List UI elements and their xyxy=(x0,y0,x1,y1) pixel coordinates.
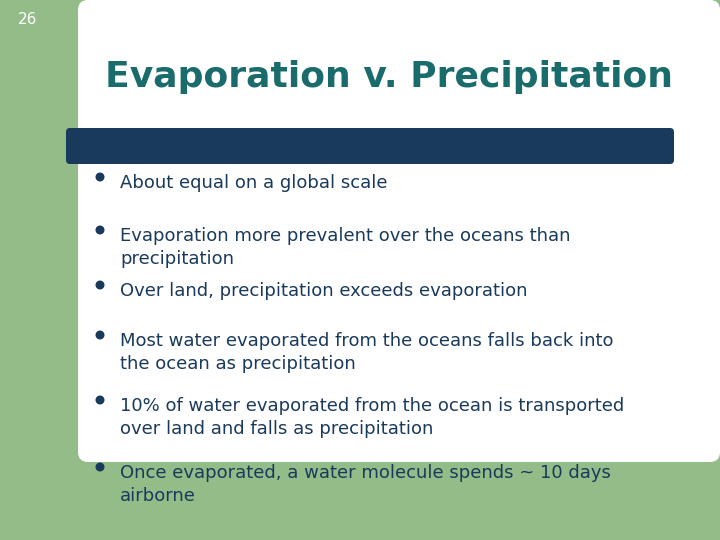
Text: Once evaporated, a water molecule spends ~ 10 days
airborne: Once evaporated, a water molecule spends… xyxy=(120,464,611,505)
FancyBboxPatch shape xyxy=(78,0,720,462)
Text: Most water evaporated from the oceans falls back into
the ocean as precipitation: Most water evaporated from the oceans fa… xyxy=(120,332,613,373)
Circle shape xyxy=(96,280,104,289)
Text: 26: 26 xyxy=(18,12,37,27)
Circle shape xyxy=(96,462,104,471)
Text: About equal on a global scale: About equal on a global scale xyxy=(120,174,387,192)
Circle shape xyxy=(96,330,104,340)
Text: Over land, precipitation exceeds evaporation: Over land, precipitation exceeds evapora… xyxy=(120,282,528,300)
Text: Evaporation v. Precipitation: Evaporation v. Precipitation xyxy=(105,60,673,94)
Circle shape xyxy=(96,172,104,181)
Text: 10% of water evaporated from the ocean is transported
over land and falls as pre: 10% of water evaporated from the ocean i… xyxy=(120,397,624,438)
Circle shape xyxy=(96,395,104,404)
Text: Evaporation more prevalent over the oceans than
precipitation: Evaporation more prevalent over the ocea… xyxy=(120,227,570,268)
Circle shape xyxy=(96,226,104,234)
FancyBboxPatch shape xyxy=(66,128,674,164)
